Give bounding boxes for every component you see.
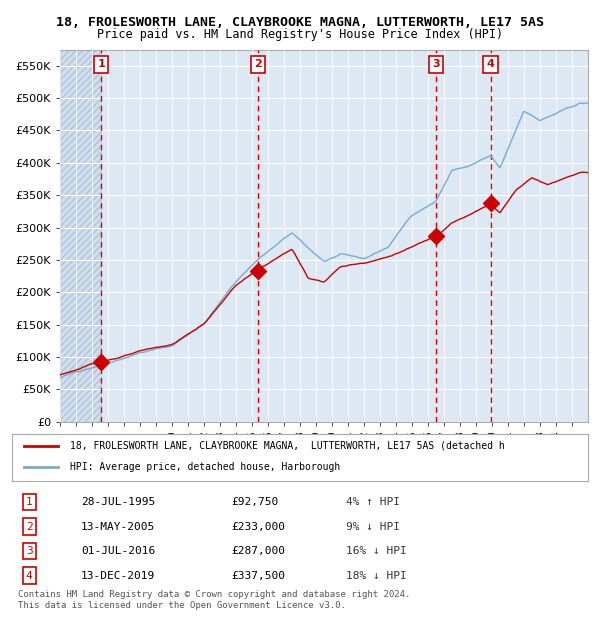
- Text: 3: 3: [432, 60, 440, 69]
- Text: £233,000: £233,000: [231, 521, 285, 531]
- Text: 1: 1: [26, 497, 32, 507]
- Text: 16% ↓ HPI: 16% ↓ HPI: [346, 546, 407, 556]
- Text: 2: 2: [26, 521, 32, 531]
- Bar: [60, 50, 101, 422]
- Text: 13-DEC-2019: 13-DEC-2019: [81, 570, 155, 581]
- Text: 9% ↓ HPI: 9% ↓ HPI: [346, 521, 400, 531]
- Text: Contains HM Land Registry data © Crown copyright and database right 2024.
This d: Contains HM Land Registry data © Crown c…: [18, 590, 410, 609]
- Text: 01-JUL-2016: 01-JUL-2016: [81, 546, 155, 556]
- Text: £287,000: £287,000: [231, 546, 285, 556]
- Text: 2: 2: [254, 60, 262, 69]
- Text: Price paid vs. HM Land Registry's House Price Index (HPI): Price paid vs. HM Land Registry's House …: [97, 28, 503, 41]
- Bar: [60, 50, 101, 422]
- Text: £92,750: £92,750: [231, 497, 278, 507]
- Text: 4: 4: [487, 60, 494, 69]
- Text: HPI: Average price, detached house, Harborough: HPI: Average price, detached house, Harb…: [70, 463, 340, 472]
- Text: 13-MAY-2005: 13-MAY-2005: [81, 521, 155, 531]
- Text: 3: 3: [26, 546, 32, 556]
- Text: 1: 1: [97, 60, 105, 69]
- Text: 4% ↑ HPI: 4% ↑ HPI: [346, 497, 400, 507]
- Text: 4: 4: [26, 570, 32, 581]
- Text: 18, FROLESWORTH LANE, CLAYBROOKE MAGNA,  LUTTERWORTH, LE17 5AS (detached h: 18, FROLESWORTH LANE, CLAYBROOKE MAGNA, …: [70, 441, 505, 451]
- Text: 18, FROLESWORTH LANE, CLAYBROOKE MAGNA, LUTTERWORTH, LE17 5AS: 18, FROLESWORTH LANE, CLAYBROOKE MAGNA, …: [56, 16, 544, 29]
- Text: 18% ↓ HPI: 18% ↓ HPI: [346, 570, 407, 581]
- Text: 28-JUL-1995: 28-JUL-1995: [81, 497, 155, 507]
- Text: £337,500: £337,500: [231, 570, 285, 581]
